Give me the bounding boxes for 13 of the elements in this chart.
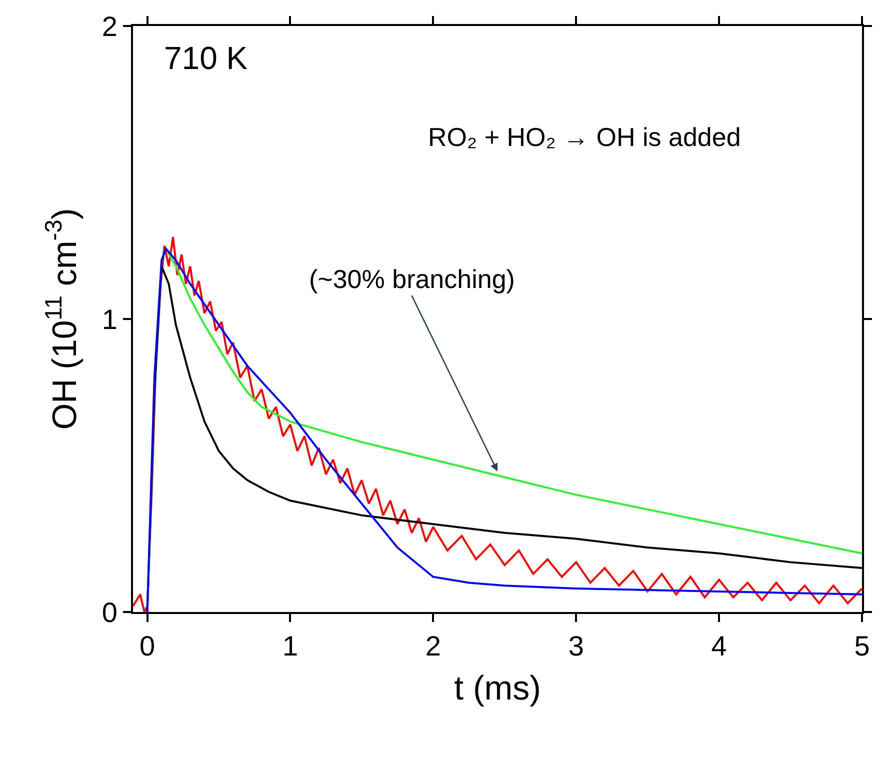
x-axis-title: t (ms) [454, 669, 541, 708]
annotation: (~30% branching) [309, 264, 515, 294]
x-tick-label: 1 [282, 630, 298, 662]
x-tick-label: 4 [711, 630, 727, 662]
x-tick-label: 3 [568, 630, 584, 662]
x-tick-label: 5 [854, 630, 870, 662]
y-tick-label: 2 [102, 10, 118, 42]
x-tick-label: 2 [425, 630, 441, 662]
annotation: 710 K [164, 40, 248, 76]
y-tick-label: 1 [102, 304, 118, 335]
y-tick-label: 0 [102, 596, 118, 628]
x-tick-label: 0 [140, 630, 156, 662]
annotation: RO₂ + HO₂ → OH is added [428, 122, 741, 152]
